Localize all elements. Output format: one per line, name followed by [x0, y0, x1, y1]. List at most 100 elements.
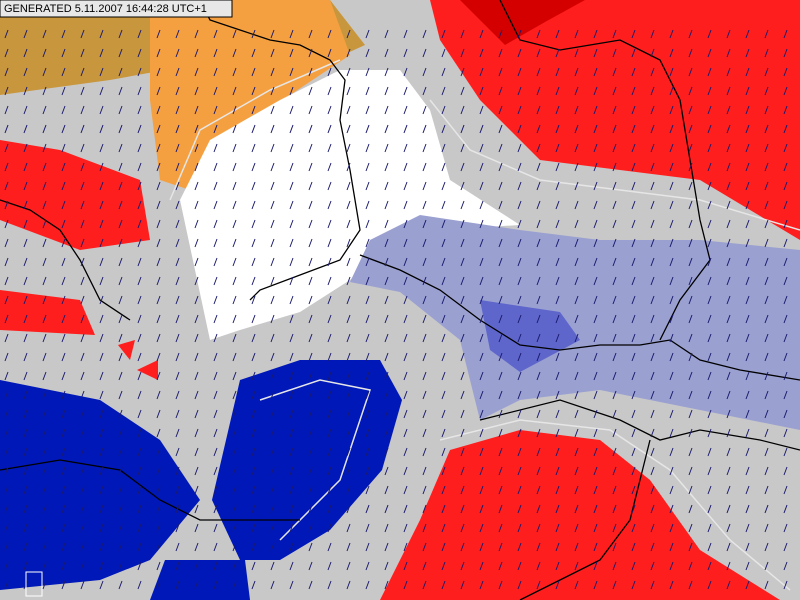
wind-barb	[308, 485, 313, 495]
wind-barb	[707, 428, 712, 438]
wind-barb	[441, 276, 446, 286]
wind-barb	[745, 523, 750, 533]
wind-barb	[213, 105, 218, 115]
wind-barb	[175, 504, 180, 514]
wind-barb	[251, 162, 256, 172]
wind-barb	[650, 371, 655, 381]
wind-barb	[441, 86, 446, 96]
wind-barb	[669, 352, 674, 362]
wind-barb	[23, 371, 28, 381]
wind-barb	[403, 333, 408, 343]
wind-barb	[80, 409, 85, 419]
wind-barb	[479, 485, 484, 495]
wind-barb	[365, 485, 370, 495]
wind-barb	[61, 485, 66, 495]
wind-barb	[346, 29, 351, 39]
wind-barb	[289, 162, 294, 172]
wind-barb	[232, 276, 237, 286]
wind-barb	[194, 447, 199, 457]
wind-barb	[536, 29, 541, 39]
wind-barb	[194, 67, 199, 77]
wind-barb	[479, 276, 484, 286]
wind-barb	[783, 86, 788, 96]
wind-barb	[422, 542, 427, 552]
wind-barb	[783, 333, 788, 343]
wind-barb	[137, 428, 142, 438]
wind-barb	[517, 390, 522, 400]
wind-barb	[422, 409, 427, 419]
wind-barb	[270, 105, 275, 115]
wind-barb	[194, 29, 199, 39]
wind-barb	[61, 105, 66, 115]
wind-barb	[498, 295, 503, 305]
wind-barb	[403, 428, 408, 438]
wind-barb	[688, 409, 693, 419]
wind-barb	[327, 105, 332, 115]
wind-barb	[574, 504, 579, 514]
wind-barb	[593, 466, 598, 476]
wind-barb	[99, 485, 104, 495]
wind-barb	[137, 485, 142, 495]
wind-barb	[555, 561, 560, 571]
wind-barb	[669, 238, 674, 248]
wind-barb	[118, 162, 123, 172]
wind-barb	[631, 143, 636, 153]
wind-barb	[4, 181, 9, 191]
wind-barb	[327, 29, 332, 39]
wind-barb	[726, 485, 731, 495]
wind-barb	[479, 48, 484, 58]
wind-barb	[574, 314, 579, 324]
wind-barb	[631, 67, 636, 77]
wind-barb	[669, 523, 674, 533]
wind-barb	[270, 371, 275, 381]
wind-barb	[175, 219, 180, 229]
wind-barb	[783, 314, 788, 324]
wind-barb	[289, 181, 294, 191]
wind-barb	[650, 523, 655, 533]
wind-barb	[403, 542, 408, 552]
wind-barb	[42, 447, 47, 457]
wind-barb	[555, 257, 560, 267]
wind-barb	[650, 181, 655, 191]
wind-barb	[460, 390, 465, 400]
wind-barb	[156, 523, 161, 533]
wind-barb	[175, 409, 180, 419]
wind-barb	[308, 371, 313, 381]
wind-barb	[194, 162, 199, 172]
wind-barb	[498, 447, 503, 457]
wind-barb	[23, 485, 28, 495]
wind-barb	[365, 257, 370, 267]
wind-barb	[175, 333, 180, 343]
wind-barb	[441, 238, 446, 248]
wind-barb	[289, 352, 294, 362]
wind-barb	[764, 352, 769, 362]
wind-barb	[61, 580, 66, 590]
wind-barb	[42, 200, 47, 210]
wind-barb	[194, 124, 199, 134]
wind-barb	[61, 29, 66, 39]
wind-barb	[61, 542, 66, 552]
wind-barb	[365, 124, 370, 134]
wind-barb	[175, 314, 180, 324]
wind-barb	[42, 485, 47, 495]
wind-barb	[593, 447, 598, 457]
wind-barb	[251, 219, 256, 229]
wind-barb	[365, 238, 370, 248]
wind-barb	[23, 523, 28, 533]
wind-barb	[441, 485, 446, 495]
wind-barb	[707, 238, 712, 248]
wind-barb	[783, 200, 788, 210]
wind-barb	[403, 181, 408, 191]
wind-barb	[194, 390, 199, 400]
wind-barb	[137, 238, 142, 248]
wind-barb	[764, 276, 769, 286]
wind-barb	[479, 447, 484, 457]
wind-barb	[707, 143, 712, 153]
wind-barb	[631, 466, 636, 476]
dark-blue-area	[0, 380, 200, 590]
wind-barb	[498, 561, 503, 571]
wind-barb	[270, 561, 275, 571]
wind-barb	[517, 314, 522, 324]
wind-barb	[270, 48, 275, 58]
wind-barb	[707, 314, 712, 324]
